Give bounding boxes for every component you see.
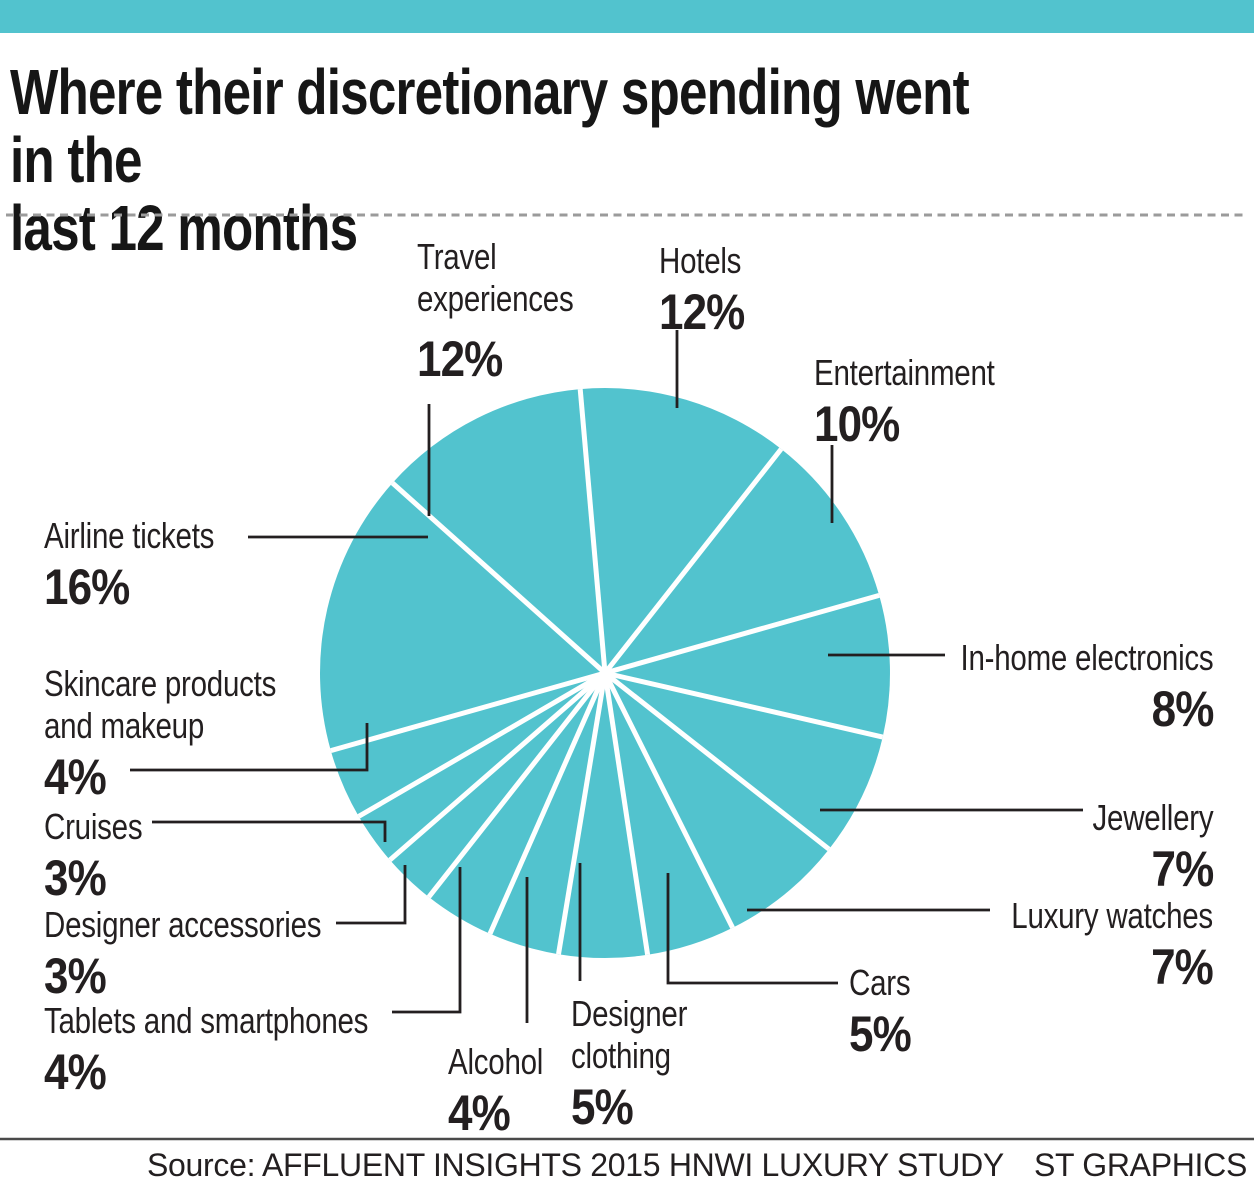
slice-label-skincare-products-and-makeup: Skincare products and makeup 4% xyxy=(44,663,327,802)
slice-label-in-home-electronics: In-home electronics 8% xyxy=(905,637,1214,737)
slice-percent-value: 12% xyxy=(417,331,503,387)
leader-line-tablets-and-smartphones xyxy=(392,867,462,1014)
slice-percent-value: 4% xyxy=(44,1044,107,1100)
pie-slice-entertainment xyxy=(605,449,880,673)
slice-separator xyxy=(487,671,608,935)
slice-label-alcohol: Alcohol 4% xyxy=(448,1041,564,1138)
slice-percent-value: 8% xyxy=(1151,681,1214,737)
footer-credit-text: ST GRAPHICS xyxy=(1033,1147,1247,1183)
pie-slice-designer-accessories xyxy=(389,673,605,897)
slice-label-text: Airline tickets xyxy=(44,515,215,556)
slice-label-text: Designer clothing xyxy=(571,993,688,1076)
slice-label-airline-tickets: Airline tickets 16% xyxy=(44,515,252,612)
slice-percent-value: 16% xyxy=(44,559,130,615)
pie-slice-cars xyxy=(605,673,733,955)
slice-separator xyxy=(603,671,831,852)
slice-label-text: Jewellery xyxy=(1092,797,1213,838)
pie-slice-jewellery xyxy=(605,673,883,850)
slice-label-text: Luxury watches xyxy=(1011,895,1213,936)
slice-separator xyxy=(602,671,735,929)
slice-label-text: Hotels xyxy=(659,240,742,281)
slice-percent-value: 4% xyxy=(448,1085,511,1141)
slice-separator xyxy=(602,672,651,956)
slice-separator xyxy=(604,592,880,676)
slice-label-text: Cruises xyxy=(44,806,143,847)
slice-label-jewellery: Jewellery 7% xyxy=(1066,797,1214,897)
leader-line-skincare-products-and-makeup xyxy=(130,723,369,772)
leader-line-cruises xyxy=(152,820,387,842)
slice-separator xyxy=(556,672,608,955)
pie-slice-tablets-and-smartphones xyxy=(428,673,605,934)
pie-slice-in-home-electronics xyxy=(605,595,890,738)
page-title: Where their discretionary spending went … xyxy=(10,56,970,264)
slice-percent-value: 4% xyxy=(44,749,107,805)
slice-label-text: Tablets and smartphones xyxy=(44,1000,369,1041)
footer: Source: AFFLUENT INSIGHTS 2015 HNWI LUXU… xyxy=(147,1147,1247,1184)
pie-slice-skincare-products-and-makeup xyxy=(330,673,605,817)
slice-label-text: In-home electronics xyxy=(960,637,1213,678)
slice-label-text: Cars xyxy=(849,962,911,1003)
pie-slice-cruises xyxy=(358,673,605,860)
pie-slice-luxury-watches xyxy=(605,673,829,928)
slice-percent-value: 12% xyxy=(659,284,745,340)
slice-separator xyxy=(603,447,784,675)
pie-slice-airline-tickets xyxy=(320,483,605,751)
slice-label-text: Skincare products and makeup xyxy=(44,663,277,746)
slice-label-designer-accessories: Designer accessories 3% xyxy=(44,904,382,1001)
slice-percent-value: 7% xyxy=(1151,939,1214,995)
slice-separator xyxy=(577,388,608,674)
slice-separator xyxy=(357,670,607,819)
slice-label-text: Entertainment xyxy=(814,352,995,393)
slice-label-text: Alcohol xyxy=(448,1041,544,1082)
slice-percent-value: 10% xyxy=(814,396,900,452)
slice-label-cars: Cars 5% xyxy=(849,962,924,1059)
slice-percent-value: 3% xyxy=(44,948,107,1004)
slice-label-tablets-and-smartphones: Tablets and smartphones 4% xyxy=(44,1000,439,1097)
slice-label-text: Travel experiences xyxy=(417,236,574,319)
slice-percent-value: 5% xyxy=(571,1079,634,1135)
footer-source-text: Source: AFFLUENT INSIGHTS 2015 HNWI LUXU… xyxy=(146,1147,1004,1183)
pie-slice-hotels xyxy=(580,388,782,673)
slice-label-cruises: Cruises 3% xyxy=(44,806,164,903)
slice-label-text: Designer accessories xyxy=(44,904,322,945)
pie-slice-travel-experiences xyxy=(392,389,605,673)
slice-label-luxury-watches: Luxury watches 7% xyxy=(967,895,1214,995)
slice-separator xyxy=(388,671,607,862)
slice-percent-value: 3% xyxy=(44,850,107,906)
leader-line-designer-accessories xyxy=(336,865,407,925)
leader-line-cars xyxy=(666,873,838,985)
slice-percent-value: 5% xyxy=(849,1006,912,1062)
slice-label-designer-clothing: Designer clothing 5% xyxy=(571,993,713,1132)
slice-percent-value: 7% xyxy=(1151,841,1214,897)
slice-label-entertainment: Entertainment 10% xyxy=(814,352,1034,449)
slice-label-hotels: Hotels 12% xyxy=(659,240,759,337)
slice-label-travel-experiences: Travel experiences 12% xyxy=(417,236,608,384)
top-accent-bar xyxy=(0,0,1254,33)
slice-separator xyxy=(330,670,606,754)
slice-separator xyxy=(604,670,884,740)
slice-separator xyxy=(426,671,607,899)
